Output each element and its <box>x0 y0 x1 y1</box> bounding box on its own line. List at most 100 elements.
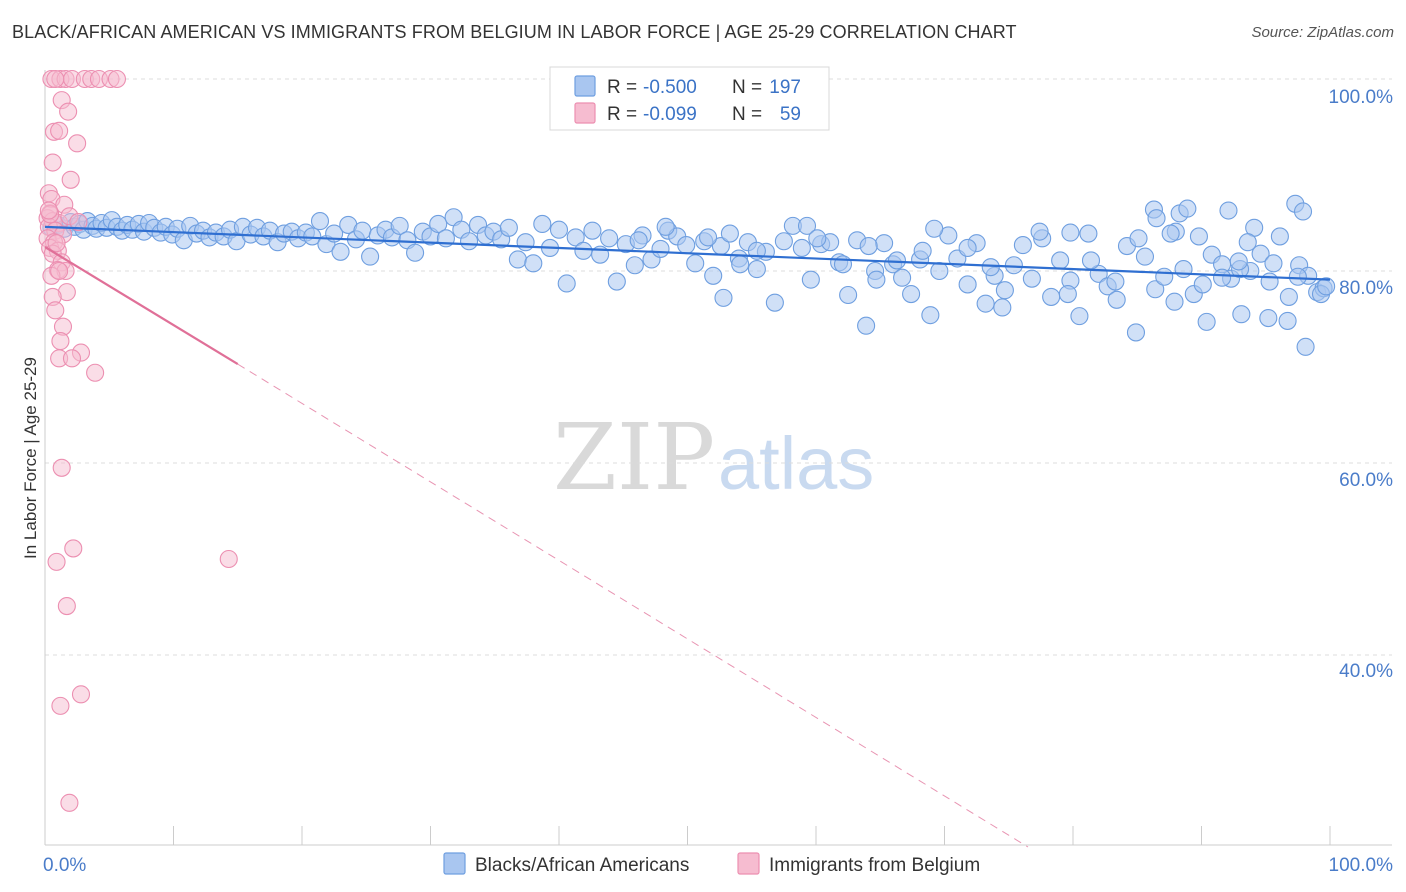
point-blacks <box>839 285 858 305</box>
y-tick-label: 40.0% <box>1339 661 1393 682</box>
stats-pink-n-value: 59 <box>780 104 801 125</box>
point-blacks <box>958 238 977 258</box>
y-axis-label: In Labor Force | Age 25-29 <box>21 357 40 559</box>
point-blacks <box>1081 251 1101 270</box>
trend-belgium-extension <box>237 363 1029 848</box>
point-belgium <box>61 170 80 189</box>
point-blacks <box>1004 256 1023 275</box>
point-belgium <box>47 234 66 253</box>
point-belgium <box>71 685 91 704</box>
point-blacks <box>867 270 886 289</box>
watermark-zip: ZIP <box>553 404 715 511</box>
chart-title: BLACK/AFRICAN AMERICAN VS IMMIGRANTS FRO… <box>12 22 1017 42</box>
point-belgium <box>50 261 69 281</box>
trend-blacks <box>44 225 1331 281</box>
point-blacks <box>995 281 1014 300</box>
y-tick-labels: 100.0% 80.0% 60.0% 40.0% <box>1329 87 1394 682</box>
point-blacks <box>704 266 723 285</box>
stats-box: R = -0.500 N = 197 R = -0.099 N = 59 <box>549 66 830 131</box>
x-tick-label: 0.0% <box>43 855 86 876</box>
grid-lines <box>45 78 1392 656</box>
point-belgium <box>46 69 65 89</box>
point-belgium <box>51 332 70 351</box>
point-blacks <box>976 294 995 313</box>
legend-blue-label: Blacks/African Americans <box>475 855 689 876</box>
point-blacks <box>921 306 940 325</box>
point-blacks <box>508 250 527 269</box>
point-blacks <box>557 274 576 293</box>
y-tick-label: 60.0% <box>1339 470 1393 491</box>
point-blacks <box>1155 267 1174 286</box>
point-belgium <box>64 539 83 558</box>
point-blacks <box>792 238 811 258</box>
point-blacks <box>1135 247 1155 266</box>
point-belgium <box>60 793 79 812</box>
stats-blue-r-value: -0.500 <box>643 77 697 98</box>
stats-pink-r-value: -0.099 <box>643 104 697 125</box>
point-blacks <box>1178 199 1197 218</box>
point-blacks <box>1238 233 1257 252</box>
point-blacks <box>1317 277 1336 296</box>
point-blacks <box>1013 236 1032 255</box>
point-blacks <box>1251 244 1270 263</box>
legend-pink-swatch <box>737 852 760 875</box>
stats-blue-n-value: 197 <box>769 77 801 98</box>
point-blacks <box>1107 290 1126 309</box>
series-belgium-points <box>38 69 238 812</box>
point-blacks <box>1193 275 1212 294</box>
point-blacks <box>516 233 535 252</box>
point-blacks <box>677 236 696 255</box>
point-blacks <box>808 229 827 248</box>
point-blacks <box>797 216 817 235</box>
point-blacks <box>1030 222 1049 241</box>
point-blacks <box>459 232 479 251</box>
stats-pink-n-label: N = <box>732 104 762 125</box>
series-blacks-points <box>42 194 1336 356</box>
point-blacks <box>1296 337 1315 356</box>
point-belgium <box>68 134 87 153</box>
point-blacks <box>913 241 932 260</box>
point-belgium <box>50 121 69 140</box>
point-blacks <box>893 268 912 287</box>
point-blacks <box>1189 227 1208 246</box>
point-blacks <box>902 284 921 304</box>
point-belgium <box>59 102 78 121</box>
y-tick-label: 80.0% <box>1339 278 1393 299</box>
stats-blue-r-label: R = <box>607 77 637 98</box>
point-blacks <box>361 247 380 266</box>
point-blacks <box>566 228 585 247</box>
stats-blue-n-label: N = <box>732 77 762 98</box>
point-belgium <box>219 549 238 569</box>
point-blacks <box>1058 284 1077 304</box>
point-blacks <box>1042 287 1061 306</box>
point-belgium <box>43 153 62 172</box>
point-blacks <box>1022 269 1041 288</box>
point-belgium <box>86 363 105 382</box>
point-blacks <box>1129 229 1148 248</box>
point-blacks <box>930 261 949 281</box>
point-blacks <box>1146 280 1165 299</box>
point-belgium <box>62 349 82 368</box>
stats-pink-swatch <box>574 102 596 124</box>
point-blacks <box>533 214 552 234</box>
point-blacks <box>1174 260 1193 279</box>
point-blacks <box>747 260 766 279</box>
point-blacks <box>1259 308 1278 328</box>
point-blacks <box>574 241 593 260</box>
stats-blue-swatch <box>574 75 596 97</box>
point-blacks <box>1061 223 1080 242</box>
point-blacks <box>524 254 543 273</box>
point-blacks <box>549 220 569 239</box>
point-blacks <box>958 275 977 294</box>
point-blacks <box>310 212 330 231</box>
point-belgium <box>39 201 58 220</box>
stats-pink-r-label: R = <box>607 104 637 125</box>
point-blacks <box>1126 323 1146 342</box>
x-tick-labels: 0.0% 100.0% <box>43 855 1393 876</box>
point-blacks <box>1213 268 1232 287</box>
point-blacks <box>765 293 784 312</box>
point-blacks <box>607 272 626 291</box>
point-blacks <box>1079 224 1098 243</box>
point-belgium <box>47 552 66 571</box>
trend-belgium <box>44 246 239 366</box>
